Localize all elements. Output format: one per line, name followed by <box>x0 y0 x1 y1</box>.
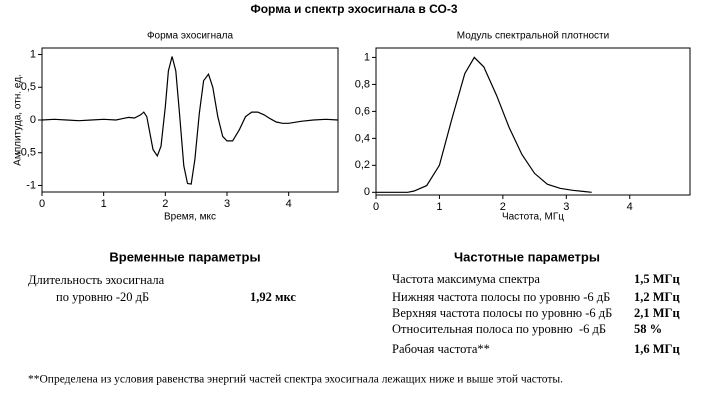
y-tick-label: 0,4 <box>355 132 370 144</box>
param-value: 1,2 МГц <box>634 290 680 304</box>
y-tick-label: 1 <box>30 48 36 60</box>
y-tick-label: -0,5 <box>17 147 36 159</box>
param-label: Относительная полоса по уровню -6 дБ <box>392 322 606 336</box>
x-tick-label: 3 <box>563 201 569 213</box>
signal-line <box>41 56 339 185</box>
chart-title: Форма эхосигнала <box>147 31 234 42</box>
y-tick-label: 0,8 <box>355 78 370 90</box>
footnote: **Определена из условия равенства энерги… <box>28 374 563 386</box>
y-axis-label: Амплитуда, отн. ед. <box>13 74 24 166</box>
param-value: 58 % <box>634 322 662 336</box>
x-tick-label: 1 <box>436 201 442 213</box>
x-tick-label: 2 <box>500 201 506 213</box>
param-value: 1,92 мкс <box>250 290 296 304</box>
param-value: 2,1 МГц <box>634 306 680 320</box>
param-value: 1,5 МГц <box>634 272 680 286</box>
param-label: Рабочая частота** <box>392 342 490 356</box>
x-tick-label: 4 <box>627 201 633 213</box>
x-axis-label: Время, мкс <box>164 212 216 223</box>
x-tick-label: 0 <box>39 198 45 210</box>
x-tick-label: 2 <box>162 198 168 210</box>
y-tick-label: 0 <box>364 186 370 198</box>
param-label: Частота максимума спектра <box>392 272 540 286</box>
chart-title: Модуль спектральной плотности <box>457 31 609 42</box>
y-tick-label: 0,2 <box>355 159 370 171</box>
y-tick-label: 1 <box>364 51 370 63</box>
x-tick-label: 0 <box>373 201 379 213</box>
y-tick-label: 0,5 <box>21 81 36 93</box>
y-tick-label: 0 <box>30 114 36 126</box>
y-tick-label: -1 <box>26 179 36 191</box>
section-title: Временные параметры <box>109 249 260 264</box>
signal-line <box>376 56 592 193</box>
x-tick-label: 4 <box>286 198 292 210</box>
param-label: Нижняя частота полосы по уровню -6 дБ <box>392 290 610 304</box>
param-label: Длительность эхосигнала <box>28 273 165 287</box>
x-tick-label: 1 <box>101 198 107 210</box>
section-title: Частотные параметры <box>454 249 600 264</box>
param-label: Верхняя частота полосы по уровню -6 дБ <box>392 306 612 320</box>
param-value: 1,6 МГц <box>634 342 680 356</box>
plot-frame <box>375 47 691 196</box>
y-tick-label: 0,6 <box>355 105 370 117</box>
x-axis-label: Частота, МГц <box>502 212 564 223</box>
page-title: Форма и спектр эхосигнала в СО-3 <box>250 2 457 16</box>
param-label: по уровню -20 дБ <box>56 290 149 304</box>
x-tick-label: 3 <box>224 198 230 210</box>
